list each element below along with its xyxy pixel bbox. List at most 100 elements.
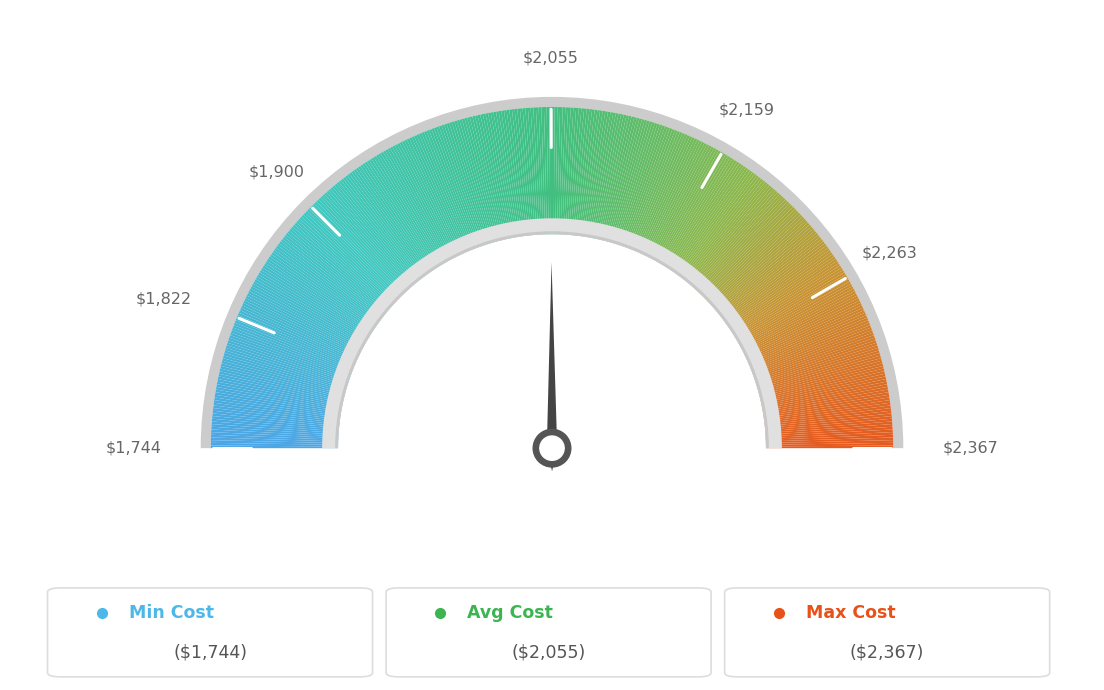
Wedge shape xyxy=(381,152,446,263)
Wedge shape xyxy=(242,303,359,359)
Wedge shape xyxy=(729,257,836,329)
Wedge shape xyxy=(550,107,552,234)
Wedge shape xyxy=(222,358,346,393)
Wedge shape xyxy=(315,201,404,295)
Wedge shape xyxy=(245,296,361,354)
Wedge shape xyxy=(422,132,471,250)
Wedge shape xyxy=(312,203,403,296)
Wedge shape xyxy=(718,233,818,315)
Wedge shape xyxy=(213,411,339,426)
Wedge shape xyxy=(728,254,835,328)
Wedge shape xyxy=(426,130,475,249)
Wedge shape xyxy=(480,114,509,239)
Wedge shape xyxy=(296,221,393,306)
Wedge shape xyxy=(758,358,882,393)
Wedge shape xyxy=(734,270,845,338)
Wedge shape xyxy=(696,196,784,291)
Wedge shape xyxy=(682,177,761,279)
Polygon shape xyxy=(546,262,558,471)
Wedge shape xyxy=(614,121,652,244)
Wedge shape xyxy=(690,187,774,286)
Wedge shape xyxy=(765,413,892,428)
Wedge shape xyxy=(335,184,417,284)
Wedge shape xyxy=(646,141,704,257)
Wedge shape xyxy=(683,179,763,280)
Wedge shape xyxy=(592,113,618,238)
Wedge shape xyxy=(283,237,384,317)
Wedge shape xyxy=(747,310,866,363)
Text: Avg Cost: Avg Cost xyxy=(467,604,553,622)
Wedge shape xyxy=(416,134,468,252)
Wedge shape xyxy=(601,116,631,240)
Wedge shape xyxy=(501,110,522,237)
Wedge shape xyxy=(201,97,903,449)
Wedge shape xyxy=(237,313,355,365)
Wedge shape xyxy=(212,424,339,435)
Wedge shape xyxy=(741,288,854,350)
Wedge shape xyxy=(733,266,841,335)
Wedge shape xyxy=(224,351,347,388)
Wedge shape xyxy=(762,382,888,408)
Wedge shape xyxy=(735,272,846,339)
Text: ($1,744): ($1,744) xyxy=(173,643,247,661)
Wedge shape xyxy=(217,379,342,406)
Wedge shape xyxy=(588,112,614,237)
Wedge shape xyxy=(223,355,346,392)
Wedge shape xyxy=(756,345,878,385)
Text: Max Cost: Max Cost xyxy=(806,604,895,622)
Wedge shape xyxy=(595,114,624,239)
Wedge shape xyxy=(233,325,352,373)
Wedge shape xyxy=(700,201,789,295)
Wedge shape xyxy=(213,403,340,422)
Wedge shape xyxy=(544,107,549,235)
Wedge shape xyxy=(763,392,889,415)
Wedge shape xyxy=(744,298,860,355)
Wedge shape xyxy=(454,121,492,243)
Wedge shape xyxy=(424,131,474,250)
Wedge shape xyxy=(467,117,500,241)
FancyBboxPatch shape xyxy=(724,588,1050,677)
Wedge shape xyxy=(636,134,688,252)
Wedge shape xyxy=(678,172,755,276)
Wedge shape xyxy=(444,124,486,245)
Wedge shape xyxy=(211,440,338,445)
Wedge shape xyxy=(254,279,367,344)
Wedge shape xyxy=(569,108,582,235)
Wedge shape xyxy=(629,130,678,249)
Wedge shape xyxy=(213,406,340,423)
Wedge shape xyxy=(619,124,662,246)
Wedge shape xyxy=(349,172,426,276)
Wedge shape xyxy=(672,166,746,272)
Wedge shape xyxy=(765,416,892,430)
Wedge shape xyxy=(475,115,506,239)
Wedge shape xyxy=(238,310,357,363)
Wedge shape xyxy=(666,159,735,268)
Wedge shape xyxy=(211,429,338,438)
Wedge shape xyxy=(720,237,821,317)
Wedge shape xyxy=(565,108,576,235)
Wedge shape xyxy=(745,300,861,357)
Wedge shape xyxy=(764,403,891,422)
Wedge shape xyxy=(618,124,660,245)
Wedge shape xyxy=(478,115,507,239)
Wedge shape xyxy=(446,123,488,245)
Wedge shape xyxy=(677,170,753,275)
Wedge shape xyxy=(496,111,519,237)
Wedge shape xyxy=(761,374,885,403)
Wedge shape xyxy=(410,137,464,254)
Wedge shape xyxy=(457,120,493,243)
Wedge shape xyxy=(211,435,338,442)
Wedge shape xyxy=(755,340,877,382)
Wedge shape xyxy=(762,379,887,406)
Wedge shape xyxy=(226,345,348,385)
Wedge shape xyxy=(582,110,603,237)
Wedge shape xyxy=(561,107,569,235)
Wedge shape xyxy=(675,169,751,274)
Wedge shape xyxy=(541,107,546,235)
Wedge shape xyxy=(346,175,424,278)
Wedge shape xyxy=(216,382,342,408)
Wedge shape xyxy=(512,109,529,236)
Text: ($2,367): ($2,367) xyxy=(850,643,924,661)
Wedge shape xyxy=(766,429,893,438)
Wedge shape xyxy=(584,111,605,237)
